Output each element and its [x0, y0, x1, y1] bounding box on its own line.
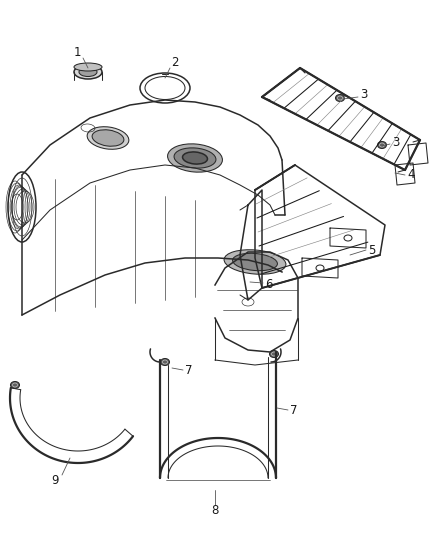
Text: 8: 8	[211, 504, 219, 516]
Ellipse shape	[79, 68, 97, 77]
Ellipse shape	[336, 94, 345, 101]
Text: 1: 1	[73, 45, 81, 59]
Ellipse shape	[87, 127, 129, 149]
Ellipse shape	[74, 65, 102, 79]
Ellipse shape	[233, 253, 277, 271]
Ellipse shape	[224, 250, 286, 274]
Ellipse shape	[74, 63, 102, 71]
Ellipse shape	[168, 144, 223, 172]
Text: 5: 5	[368, 244, 375, 256]
Text: 7: 7	[290, 403, 297, 416]
Ellipse shape	[11, 382, 20, 389]
Text: 3: 3	[360, 88, 367, 101]
Ellipse shape	[183, 152, 208, 164]
Text: 3: 3	[392, 135, 399, 149]
Text: 6: 6	[265, 279, 272, 292]
Text: 2: 2	[171, 55, 179, 69]
Text: 9: 9	[51, 473, 59, 487]
Ellipse shape	[378, 141, 386, 149]
Text: 7: 7	[185, 364, 192, 376]
Ellipse shape	[269, 351, 279, 358]
Text: 4: 4	[407, 168, 414, 182]
Ellipse shape	[174, 148, 216, 168]
Ellipse shape	[92, 130, 124, 146]
Ellipse shape	[160, 359, 170, 366]
